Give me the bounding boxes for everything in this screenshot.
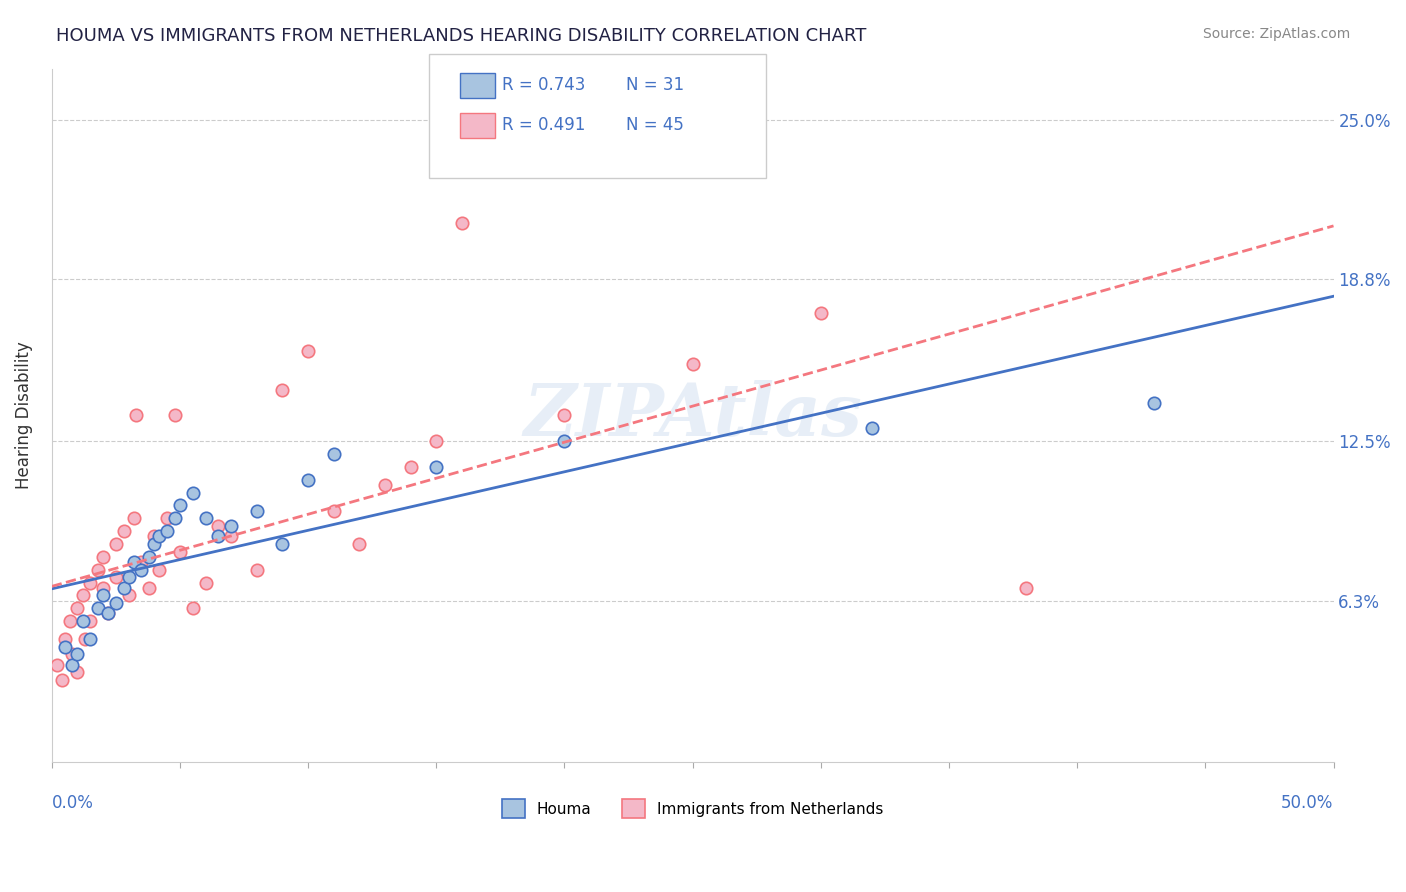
Legend: Houma, Immigrants from Netherlands: Houma, Immigrants from Netherlands — [495, 793, 890, 824]
Point — [91, 588, 114, 602]
Point — [425, 459, 447, 474]
Point — [163, 511, 186, 525]
Point — [425, 434, 447, 449]
Point — [118, 570, 141, 584]
Point — [75, 632, 97, 646]
Point — [87, 563, 110, 577]
Point — [156, 524, 179, 538]
Point — [374, 478, 396, 492]
Point — [112, 524, 135, 538]
Point — [207, 529, 229, 543]
Text: Source: ZipAtlas.com: Source: ZipAtlas.com — [1202, 27, 1350, 41]
Point — [297, 344, 319, 359]
Point — [79, 632, 101, 646]
Point — [60, 657, 83, 672]
Point — [553, 434, 575, 449]
Point — [271, 383, 294, 397]
Point — [181, 485, 204, 500]
Point — [97, 607, 120, 621]
Point — [59, 614, 82, 628]
Point — [66, 665, 89, 680]
Point — [91, 581, 114, 595]
Point — [1015, 581, 1038, 595]
Point — [163, 409, 186, 423]
Point — [122, 511, 145, 525]
Point — [219, 519, 242, 533]
Point — [125, 409, 148, 423]
Point — [322, 503, 344, 517]
Point — [143, 529, 166, 543]
Text: ZIPAtlas: ZIPAtlas — [523, 380, 862, 451]
Point — [104, 596, 127, 610]
Point — [72, 588, 94, 602]
Point — [60, 648, 83, 662]
Text: 0.0%: 0.0% — [52, 794, 94, 812]
Text: 50.0%: 50.0% — [1281, 794, 1333, 812]
Point — [1143, 395, 1166, 409]
Text: N = 31: N = 31 — [626, 76, 683, 94]
Point — [271, 537, 294, 551]
Point — [104, 537, 127, 551]
Point — [79, 614, 101, 628]
Point — [156, 511, 179, 525]
Point — [219, 529, 242, 543]
Point — [860, 421, 883, 435]
Point — [51, 673, 73, 688]
Point — [79, 575, 101, 590]
Point — [246, 563, 269, 577]
Text: R = 0.491: R = 0.491 — [502, 116, 585, 134]
Point — [53, 640, 76, 654]
Point — [181, 601, 204, 615]
Point — [297, 473, 319, 487]
Point — [53, 632, 76, 646]
Point — [143, 537, 166, 551]
Point — [104, 570, 127, 584]
Point — [138, 549, 160, 564]
Point — [169, 544, 191, 558]
Text: HOUMA VS IMMIGRANTS FROM NETHERLANDS HEARING DISABILITY CORRELATION CHART: HOUMA VS IMMIGRANTS FROM NETHERLANDS HEA… — [56, 27, 866, 45]
Point — [122, 555, 145, 569]
Point — [131, 555, 153, 569]
Point — [322, 447, 344, 461]
Point — [148, 563, 170, 577]
Text: N = 45: N = 45 — [626, 116, 683, 134]
Point — [131, 563, 153, 577]
Point — [682, 357, 704, 371]
Point — [399, 459, 422, 474]
Point — [66, 648, 89, 662]
Point — [72, 614, 94, 628]
Point — [194, 511, 217, 525]
Point — [138, 581, 160, 595]
Y-axis label: Hearing Disability: Hearing Disability — [15, 342, 32, 490]
Text: R = 0.743: R = 0.743 — [502, 76, 585, 94]
Point — [169, 499, 191, 513]
Point — [91, 549, 114, 564]
Point — [451, 216, 474, 230]
Point — [553, 409, 575, 423]
Point — [45, 657, 67, 672]
Point — [246, 503, 269, 517]
Point — [810, 306, 832, 320]
Point — [87, 601, 110, 615]
Point — [194, 575, 217, 590]
Point — [148, 529, 170, 543]
Point — [112, 581, 135, 595]
Point — [66, 601, 89, 615]
Point — [97, 607, 120, 621]
Point — [118, 588, 141, 602]
Point — [207, 519, 229, 533]
Point — [349, 537, 371, 551]
